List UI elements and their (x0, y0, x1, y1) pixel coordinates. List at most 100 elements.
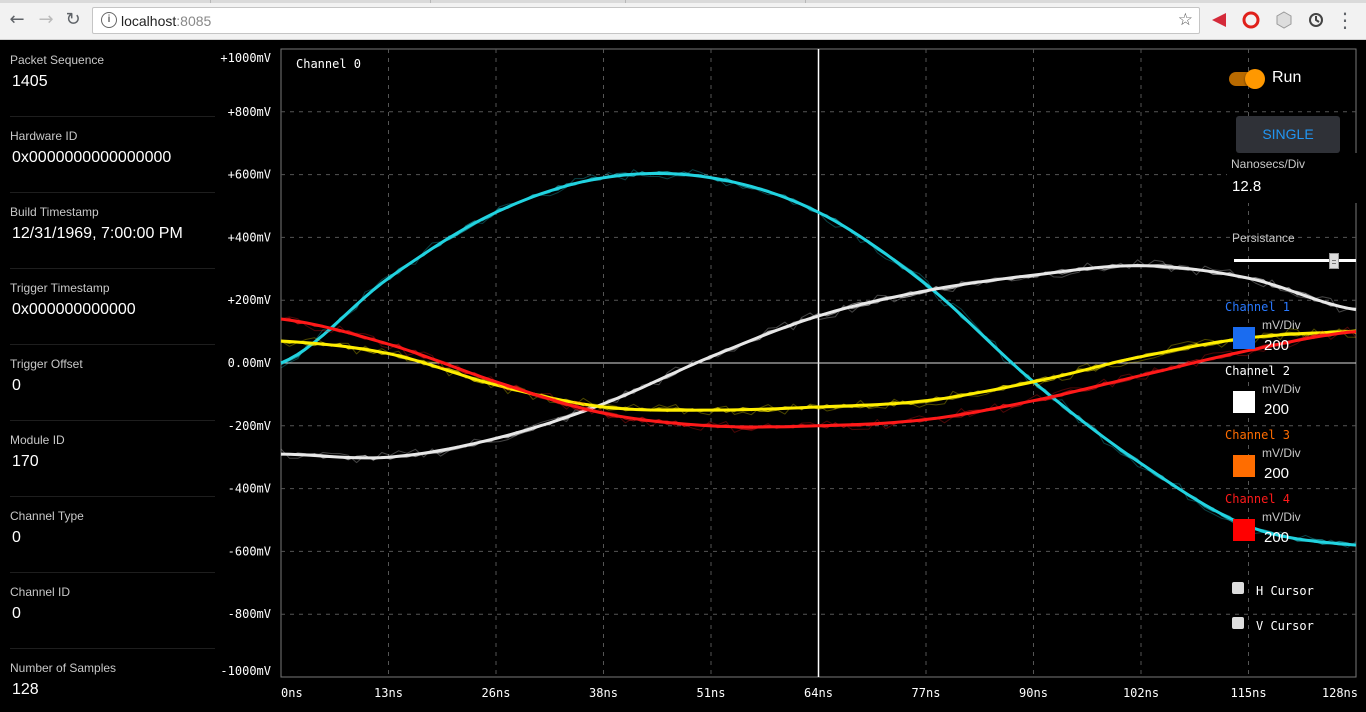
x-tick-label: 51ns (697, 686, 726, 700)
field-label: Channel Type (10, 509, 84, 523)
field-hardware-id: Hardware ID 0x0000000000000000 (10, 117, 215, 193)
x-tick-label: 102ns (1123, 686, 1159, 700)
field-label: Trigger Timestamp (10, 281, 110, 295)
x-tick-label: 0ns (281, 686, 303, 700)
field-value: 0 (12, 377, 21, 394)
channel-2-color-swatch[interactable] (1233, 391, 1255, 413)
channel-2-name: Channel 2 (1225, 364, 1291, 378)
reload-icon[interactable]: ↻ (65, 9, 81, 30)
x-tick-label: 26ns (482, 686, 511, 700)
tab-divider (430, 0, 431, 3)
field-value: 170 (12, 453, 39, 470)
field-value: 1405 (12, 73, 48, 90)
bookmark-star-icon[interactable]: ☆ (1177, 10, 1193, 30)
control-panel: Run SINGLE Nanosecs/Div 12.8 Persistance… (1225, 41, 1366, 712)
channel-3-color-swatch[interactable] (1233, 455, 1255, 477)
extension-sync-icon[interactable] (1307, 11, 1325, 29)
axis-labels: +1000mV +800mV +600mV +400mV +200mV 0.00mV -20… (220, 51, 1358, 700)
v-cursor-checkbox[interactable] (1232, 617, 1244, 629)
tab-strip (0, 0, 1366, 3)
field-value: 0 (12, 605, 21, 622)
field-label: Channel ID (10, 585, 71, 599)
extension-hexagon-icon[interactable] (1275, 11, 1293, 29)
waveform-trace-1 (280, 169, 1357, 548)
field-trigger-offset: Trigger Offset 0 (10, 345, 215, 421)
waveform-trace-2 (280, 259, 1356, 464)
field-build-timestamp: Build Timestamp 12/31/1969, 7:00:00 PM (10, 193, 215, 269)
single-button[interactable]: SINGLE (1236, 116, 1340, 153)
browser-toolbar: ← → ↻ i localhost:8085 ☆ ⋮ (0, 0, 1366, 40)
persistance-label: Persistance (1232, 231, 1295, 245)
waveform-trace-2 (280, 263, 1357, 461)
x-tick-label: 64ns (804, 686, 833, 700)
channel-1-color-swatch[interactable] (1233, 327, 1255, 349)
url-host: localhost (121, 13, 177, 29)
forward-arrow-icon[interactable]: → (38, 9, 54, 30)
waveform-trace-1 (280, 171, 1357, 547)
y-tick-label: -800mV (228, 607, 271, 621)
field-value: 0x0000000000000000 (12, 149, 172, 166)
channel-4-color-swatch[interactable] (1233, 519, 1255, 541)
y-tick-label: +600mV (228, 168, 271, 182)
waveform-trace-4 (280, 317, 1357, 429)
channel-2-unit: mV/Div (1262, 382, 1301, 396)
field-label: Module ID (10, 433, 65, 447)
h-cursor-label: H Cursor (1256, 584, 1314, 598)
field-label: Build Timestamp (10, 205, 99, 219)
field-value: 0 (12, 529, 21, 546)
waveform-trace-3 (280, 329, 1357, 413)
y-tick-label: +1000mV (220, 51, 271, 65)
field-channel-type: Channel Type 0 (10, 497, 215, 573)
back-arrow-icon[interactable]: ← (9, 9, 25, 30)
ns-per-div-value[interactable]: 12.8 (1232, 178, 1262, 195)
info-icon[interactable]: i (101, 12, 117, 28)
y-tick-label: +200mV (228, 293, 271, 307)
field-trigger-timestamp: Trigger Timestamp 0x000000000000 (10, 269, 215, 345)
traces (280, 169, 1357, 548)
y-tick-label: +800mV (228, 105, 271, 119)
grid (280, 48, 1357, 678)
channel-1-mv-value[interactable]: 200 (1264, 337, 1290, 354)
field-value: 0x000000000000 (12, 301, 136, 318)
x-tick-label: 13ns (374, 686, 403, 700)
run-toggle[interactable] (1229, 69, 1265, 89)
field-module-id: Module ID 170 (10, 421, 215, 497)
channel-4-name: Channel 4 (1225, 492, 1291, 506)
channel-4-mv-value[interactable]: 200 (1264, 529, 1290, 546)
ns-per-div-label: Nanosecs/Div (1231, 157, 1306, 171)
field-label: Trigger Offset (10, 357, 83, 371)
url-port: :8085 (176, 13, 212, 29)
url-text: localhost:8085 (121, 13, 211, 29)
y-tick-label: +400mV (228, 230, 271, 244)
ns-per-div-field[interactable]: Nanosecs/Div 12.8 (1227, 153, 1366, 203)
channel-title: Channel 0 (296, 57, 361, 71)
x-tick-label: 38ns (589, 686, 618, 700)
waveform-plot[interactable]: +1000mV +800mV +600mV +400mV +200mV 0.00mV -20… (216, 41, 1366, 712)
menu-kebab-icon[interactable]: ⋮ (1335, 8, 1355, 32)
packet-info-panel: Packet Sequence 1405 Hardware ID 0x00000… (0, 41, 216, 712)
persistance-slider[interactable] (1234, 253, 1356, 269)
waveform-trace-2 (280, 263, 1357, 460)
address-bar[interactable]: i localhost:8085 ☆ (92, 7, 1200, 34)
field-packet-sequence: Packet Sequence 1405 (10, 41, 215, 117)
channel-3-unit: mV/Div (1262, 446, 1301, 460)
slider-thumb[interactable] (1329, 253, 1339, 269)
opera-icon[interactable] (1242, 11, 1260, 29)
y-tick-label: -200mV (228, 419, 271, 433)
field-label: Number of Samples (10, 661, 117, 675)
field-label: Hardware ID (10, 129, 78, 143)
h-cursor-checkbox[interactable] (1232, 582, 1244, 594)
channel-3-mv-value[interactable]: 200 (1264, 465, 1290, 482)
channel-4-unit: mV/Div (1262, 510, 1301, 524)
run-label: Run (1272, 69, 1302, 86)
channel-2-mv-value[interactable]: 200 (1264, 401, 1290, 418)
extension-red-icon[interactable] (1210, 11, 1228, 29)
field-label: Packet Sequence (10, 53, 105, 67)
x-tick-label: 128ns (1322, 686, 1358, 700)
tab-divider (210, 0, 211, 3)
y-tick-label: 0.00mV (228, 356, 271, 370)
field-channel-id: Channel ID 0 (10, 573, 215, 649)
y-tick-label: -400mV (228, 482, 271, 496)
oscilloscope-display[interactable]: +1000mV +800mV +600mV +400mV +200mV 0.00mV -20… (216, 41, 1366, 712)
x-tick-label: 90ns (1019, 686, 1048, 700)
